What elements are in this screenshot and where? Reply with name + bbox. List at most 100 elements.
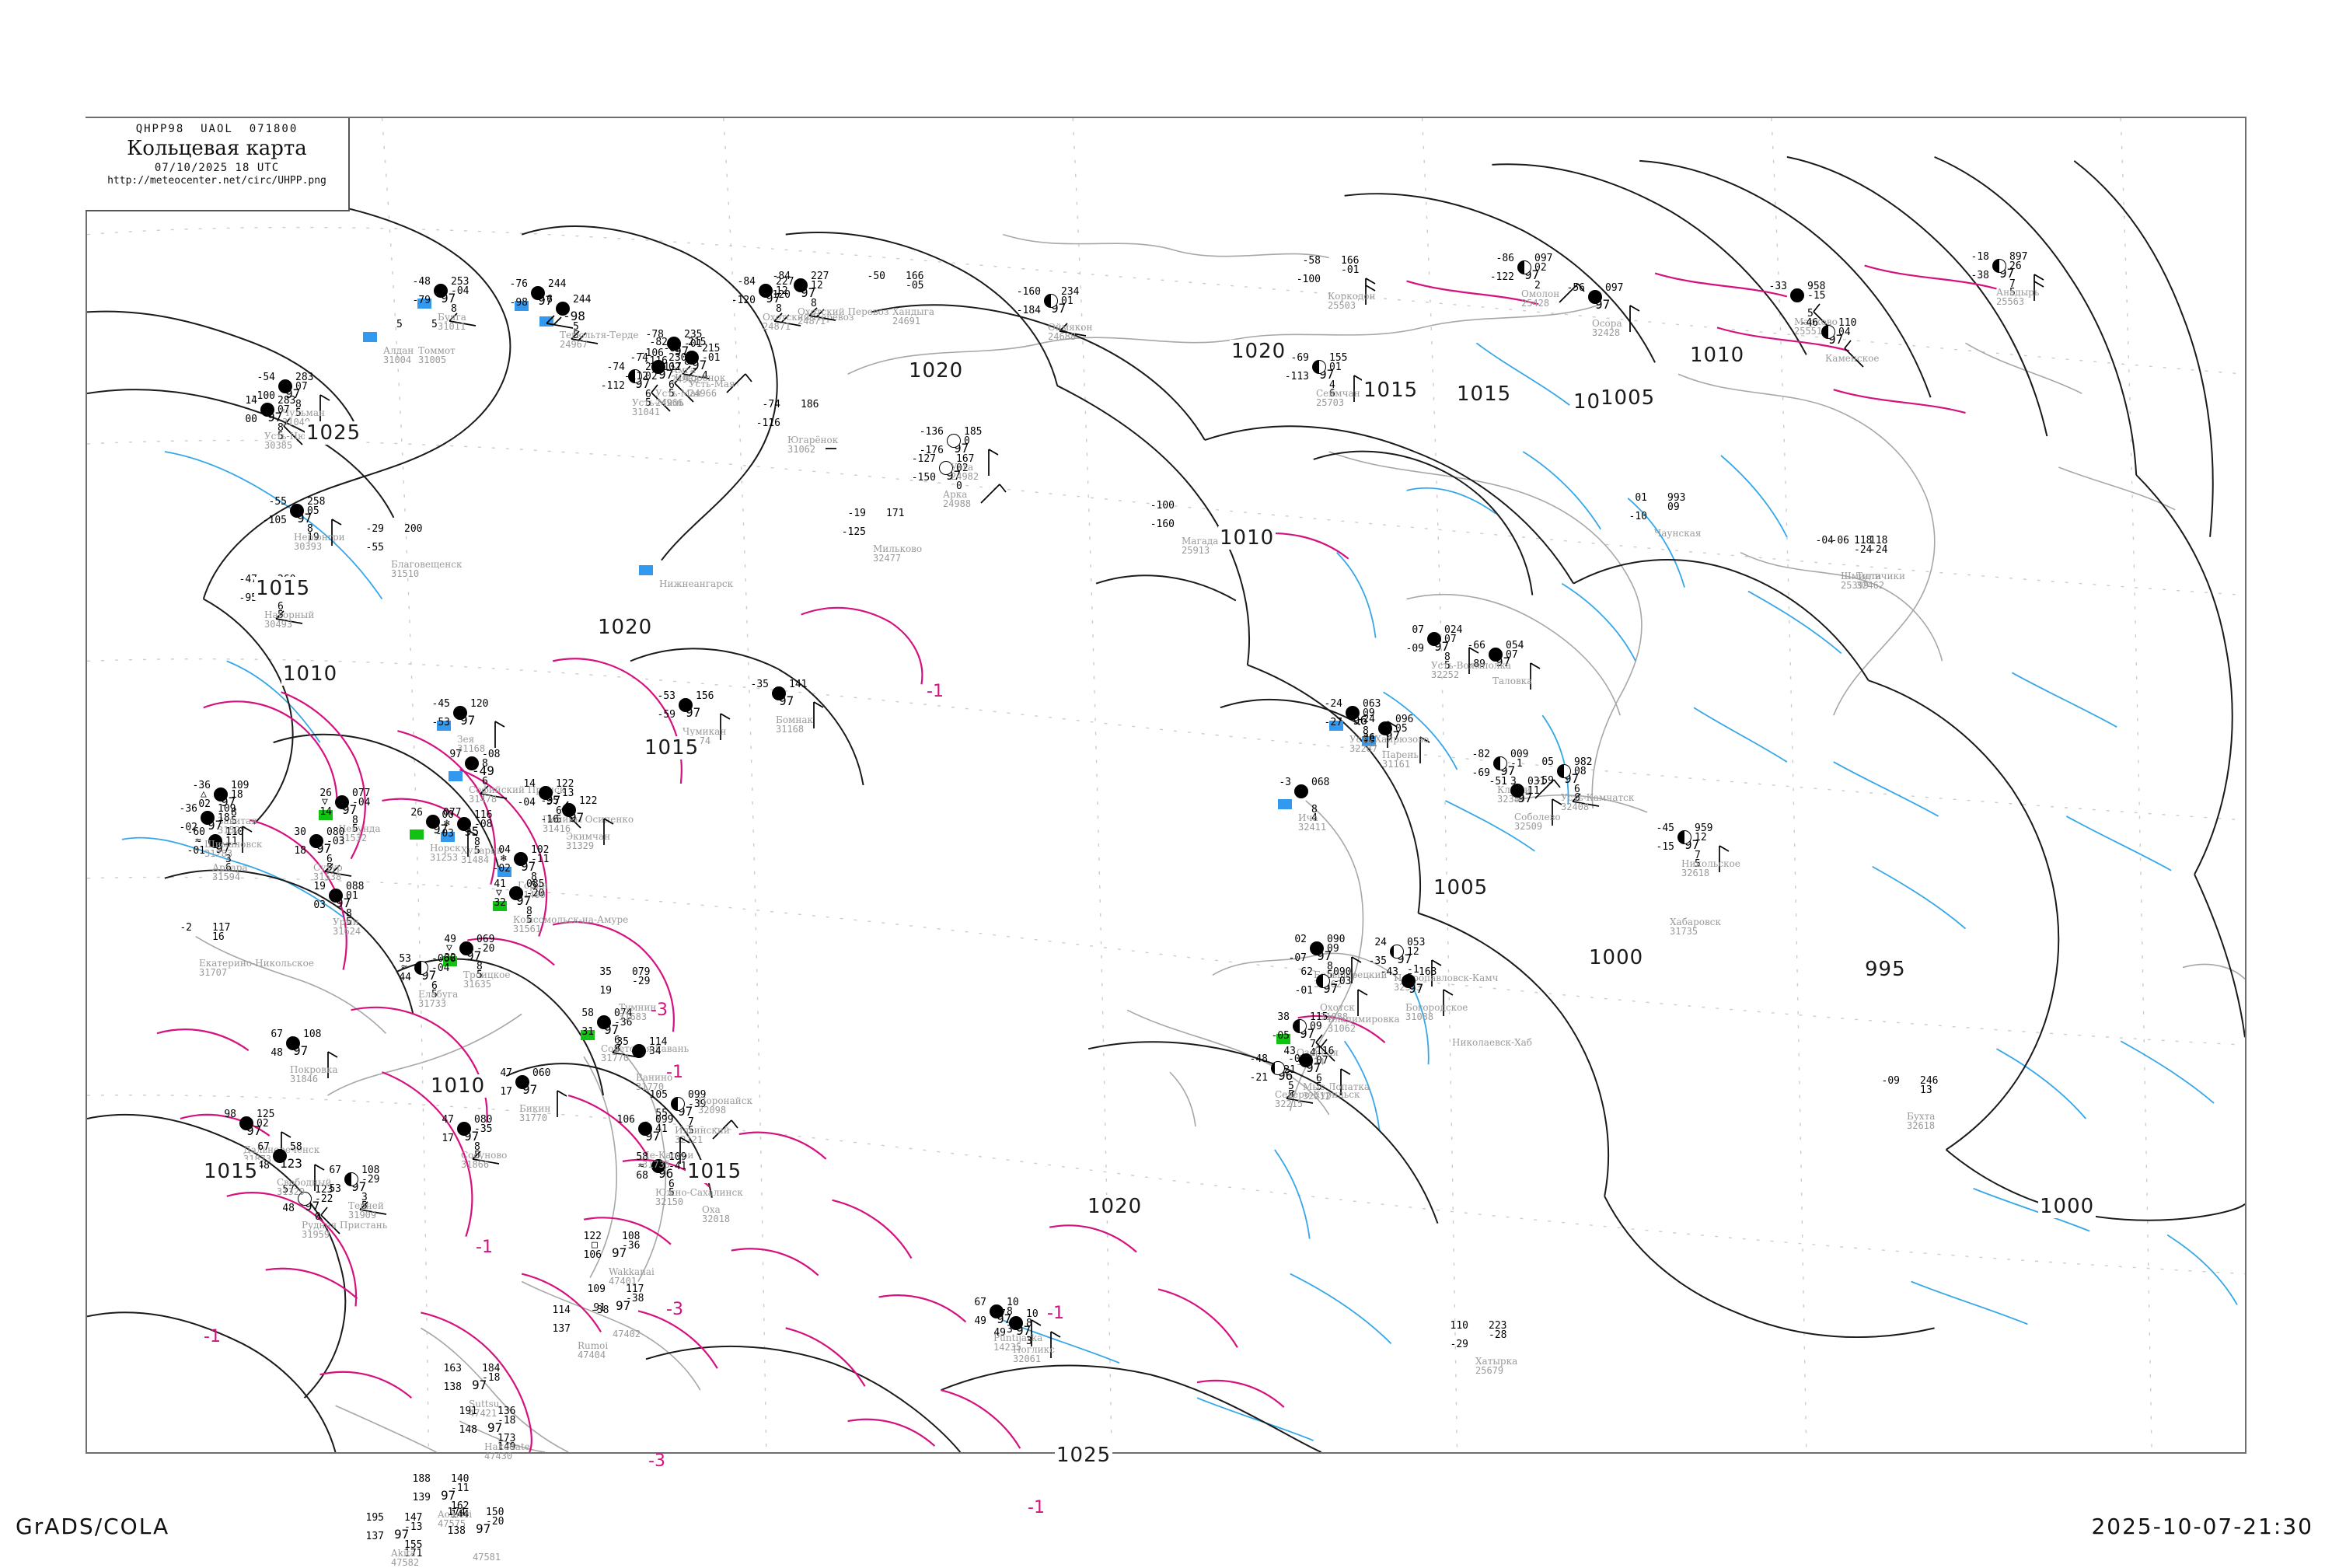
station-temp: -127 xyxy=(911,453,936,465)
station-id: 47581 xyxy=(473,1552,501,1563)
station-dewpoint: 19 xyxy=(599,985,612,997)
precip-flag xyxy=(441,832,455,842)
station-name: Каменское xyxy=(1825,353,1880,364)
station-name: Hakodate xyxy=(484,1441,530,1452)
station-temp: -58 xyxy=(1302,255,1321,267)
station-tendency: -01 xyxy=(684,338,703,350)
station-dewpoint: 137 xyxy=(365,1531,384,1542)
station-cloud-mid: 5 xyxy=(278,431,284,442)
station-tendency: -1 xyxy=(1510,758,1523,770)
station-temp: -36 xyxy=(192,780,211,791)
station-mslp: 185 xyxy=(964,426,983,438)
station-tendency: -36 xyxy=(622,1240,641,1252)
station-name: Усть-Воямполка xyxy=(1431,660,1512,671)
cloud-cover-symbol xyxy=(794,278,808,292)
chart-source-url: http://meteocenter.net/circ/UHPP.png xyxy=(107,175,326,187)
station-dewpoint: -03 xyxy=(435,828,454,840)
cloud-cover-symbol xyxy=(309,834,323,848)
station-name: Тиличики xyxy=(1856,571,1906,581)
station-cloud-low: 6 xyxy=(1316,1073,1322,1084)
station-mslp: 054 xyxy=(1506,640,1524,651)
station-tendency: 02 xyxy=(257,1118,269,1130)
cloud-cover-symbol xyxy=(260,403,274,417)
station-id: 32428 xyxy=(1592,327,1621,338)
station-name: Норск xyxy=(430,843,461,854)
station-tendency: 18 xyxy=(218,812,230,824)
station-id: 31527 xyxy=(218,825,246,836)
station-dewpoint: -55 xyxy=(365,542,384,554)
station-id: 25399 xyxy=(1841,580,1869,591)
station-tendency: 13 xyxy=(1920,1084,1932,1096)
station-mslp: 215 xyxy=(702,343,721,354)
trough-label: -1 xyxy=(1028,1498,1045,1517)
station-dewpoint: -21 xyxy=(1249,1072,1268,1084)
station-dewpoint: 139 xyxy=(412,1492,431,1503)
station-id: 25679 xyxy=(1475,1365,1504,1376)
station-mslp: 155 xyxy=(1329,352,1348,364)
cloud-cover-symbol xyxy=(539,786,553,800)
precip-flag xyxy=(443,956,457,966)
station-dewpoint: 138 xyxy=(443,1381,462,1393)
station-tendency: 8 xyxy=(1026,1318,1032,1329)
station-tendency: 12 xyxy=(811,280,823,292)
station-temp: -76 xyxy=(509,278,528,290)
station-id: 24688 xyxy=(1048,331,1077,342)
station-name: Ильинский xyxy=(675,1125,730,1136)
cloud-cover-symbol xyxy=(1677,830,1691,844)
station-id: 32408 xyxy=(1561,801,1590,812)
station-mslp: 102 xyxy=(531,844,550,856)
station-id: 31489 xyxy=(518,889,546,900)
station-tendency: 34 xyxy=(649,1046,662,1057)
station-id: 32509 xyxy=(1514,821,1543,832)
precip-flag xyxy=(1362,736,1376,746)
station-id: 32121 xyxy=(675,1134,703,1145)
station-cloud-low: 0 xyxy=(315,1211,321,1223)
station-dewpoint: -112 xyxy=(623,371,648,382)
station-dewpoint: -176 xyxy=(919,445,944,456)
station-mslp: 141 xyxy=(789,679,808,690)
cloud-cover-symbol xyxy=(1427,632,1441,646)
isobar-label: 1000 xyxy=(1587,946,1646,969)
station-mslp: 053 xyxy=(1407,937,1426,948)
station-mslp: 060 xyxy=(532,1067,551,1079)
station-tendency: 0 xyxy=(964,435,970,447)
station-dewpoint: -05 xyxy=(1271,1030,1290,1042)
station-mslp: 117 xyxy=(212,922,231,934)
cloud-cover-symbol xyxy=(329,889,343,903)
station-temp: -45 xyxy=(1656,822,1674,834)
station-mslp: 114 xyxy=(649,1036,668,1048)
station-name: Чекунда xyxy=(339,823,381,834)
station-id: 25563 xyxy=(1996,296,2025,307)
station-cloud-mid: 5 xyxy=(573,330,579,341)
isobar-label: 1015 xyxy=(1455,382,1513,406)
station-tendency: 01 xyxy=(1061,295,1073,307)
station-id: 47402 xyxy=(613,1329,641,1339)
station-cloud-mid: 6 xyxy=(1329,388,1335,400)
station-cloud-low: 3 xyxy=(1026,1336,1032,1347)
station-dewpoint: -35 xyxy=(1368,955,1387,967)
station-tendency: -35 xyxy=(474,1123,493,1135)
map-frame[interactable]: 1025 1020 1020 1020 1020 1015 1015 1015 1015 1015… xyxy=(86,117,2246,1567)
station-cloud-low: 8 xyxy=(231,807,237,819)
station-cloud-low: 8 xyxy=(474,836,480,848)
station-name: Магадан xyxy=(1182,536,1225,547)
station-temp: -84 xyxy=(772,271,791,282)
station-name: Южно-Сахалинск xyxy=(655,1187,743,1198)
station-cloud-low: 8 xyxy=(346,908,352,920)
isobar-label: 1015 xyxy=(1362,379,1420,402)
station-mslp: 088 xyxy=(346,881,365,892)
station-cloud-mid: 5 xyxy=(531,880,537,892)
cloud-cover-symbol xyxy=(1310,941,1324,955)
station-name: Буяга xyxy=(438,312,466,323)
station-name: Тумнин xyxy=(619,1002,657,1013)
station-temp: -24 xyxy=(1356,714,1375,725)
station-cloud-mid: 4 xyxy=(1311,812,1318,824)
station-tendency: -24 xyxy=(1869,544,1888,556)
station-name: Де-Кастри xyxy=(642,1150,694,1161)
station-mslp: 958 xyxy=(1807,281,1826,292)
station-cloud-low: 8 xyxy=(1311,804,1318,815)
station-mslp: 099 xyxy=(688,1089,707,1101)
cloud-cover-symbol xyxy=(465,756,479,770)
station-name: Puntijarka xyxy=(993,1332,1043,1343)
weather-map-canvas[interactable] xyxy=(87,118,2245,1452)
